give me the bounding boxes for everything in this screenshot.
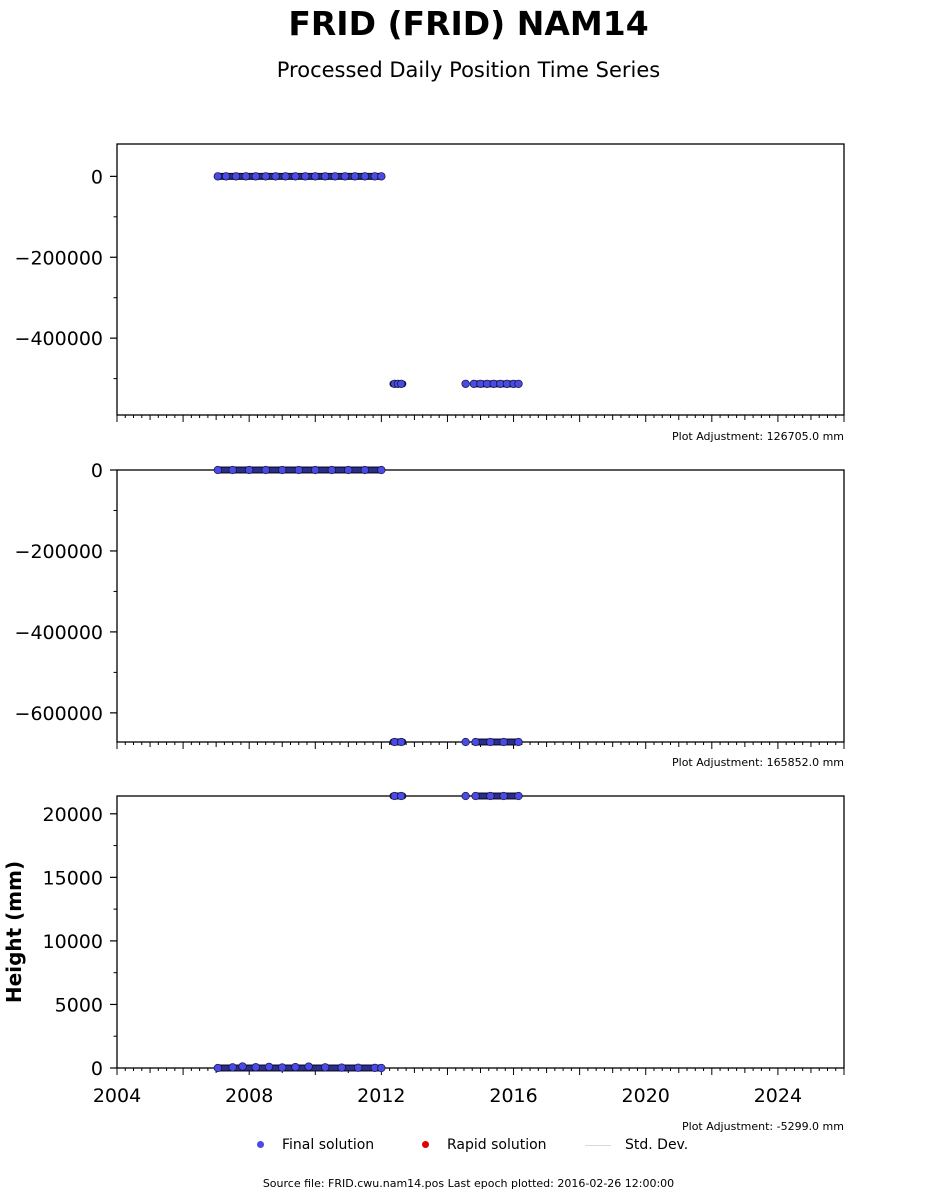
- legend-label-rapid: Rapid solution: [447, 1137, 547, 1153]
- panel-3-y-axis-title: Height (mm): [2, 861, 26, 1003]
- panel-3-y-tick-label: 20000: [43, 804, 103, 826]
- panel-1-y-tick-label: 0: [91, 166, 103, 188]
- std-dev-line-icon: [585, 1144, 611, 1146]
- legend-item-rapid: Rapid solution: [422, 1137, 547, 1153]
- panel-2-data-point: [311, 465, 320, 475]
- panel-3-x-tick-label: 2024: [754, 1085, 802, 1107]
- legend: Final solution Rapid solution Std. Dev.: [0, 1137, 937, 1159]
- panel-1-data-point: [271, 172, 280, 181]
- panel-2-data-point: [278, 465, 287, 475]
- panel-2-data-point: [245, 465, 254, 475]
- panel-3-x-tick-label: 2012: [357, 1085, 405, 1107]
- panel-2-data-point: [213, 465, 222, 475]
- chart-title: FRID (FRID) NAM14: [288, 4, 649, 43]
- panel-3-plot-adjustment: Plot Adjustment: -5299.0 mm: [682, 1120, 844, 1133]
- panel-2-data-point: [377, 465, 386, 475]
- panel-3-data-point: [354, 1063, 363, 1072]
- panel-1-data-point: [251, 172, 260, 181]
- panel-2-data-point: [486, 737, 495, 747]
- panel-2-data-point: [499, 737, 508, 747]
- legend-item-stddev: Std. Dev.: [585, 1137, 688, 1153]
- panel-1-data-point: [461, 379, 470, 389]
- panel-3-y-tick-label: 0: [91, 1058, 103, 1080]
- rapid-solution-marker-icon: [422, 1140, 429, 1148]
- panel-2-data-point: [360, 465, 369, 475]
- panel-3-y-tick-label: 10000: [43, 931, 103, 953]
- panel-2-y-tick-label: −400000: [15, 622, 103, 644]
- panel-1-data-point: [321, 172, 330, 181]
- panel-1-data-point: [281, 172, 290, 181]
- panel-3-data-point: [213, 1063, 222, 1073]
- panel-2-y-tick-label: 0: [91, 460, 103, 482]
- panel-2-data-point: [397, 737, 406, 747]
- panel-1-data-point: [377, 172, 386, 181]
- panel-3-data-point: [337, 1063, 346, 1072]
- panel-3-data-point: [486, 791, 495, 801]
- panel-3-data-point: [304, 1062, 313, 1071]
- panel-3-data-point: [461, 791, 470, 801]
- legend-label-stddev: Std. Dev.: [625, 1137, 689, 1153]
- panel-1-data-point: [350, 172, 360, 181]
- panel-3-data-point: [321, 1063, 330, 1072]
- panel-3-x-tick-label: 2008: [225, 1085, 273, 1107]
- panel-1-data-point: [514, 379, 523, 389]
- panel-2-frame: [116, 469, 845, 743]
- panel-1-data-point: [360, 172, 369, 181]
- panel-3-y-tick-label: 15000: [43, 867, 103, 889]
- panel-3-y-tick-label: 5000: [55, 994, 103, 1016]
- panel-3-x-tick-label: 2016: [489, 1085, 537, 1107]
- panel-3-x-tick-label: 2020: [622, 1085, 670, 1107]
- panel-1-data-point: [221, 172, 231, 181]
- panel-1-data-point: [241, 172, 251, 181]
- panel-1-y-tick-label: −200000: [15, 247, 103, 269]
- panel-1-data-point: [397, 379, 406, 389]
- panel-3-data-point: [278, 1063, 287, 1072]
- panel-3-data-point: [397, 791, 406, 801]
- panel-3-data-point: [499, 791, 508, 801]
- panel-2-data-point: [514, 737, 523, 747]
- final-solution-marker-icon: [257, 1140, 264, 1148]
- panel-1-data-point: [330, 172, 340, 181]
- panel-1-data-point: [340, 172, 350, 181]
- panel-3-data-point: [291, 1062, 300, 1072]
- panel-1-frame: [116, 143, 845, 416]
- panel-3-data-point: [228, 1063, 237, 1072]
- panel-1-y-tick-label: −400000: [15, 328, 103, 350]
- panel-2-data-point: [294, 465, 303, 475]
- source-footer: Source file: FRID.cwu.nam14.pos Last epo…: [262, 1177, 675, 1190]
- legend-item-final: Final solution: [257, 1137, 374, 1153]
- panel-2-y-tick-label: −600000: [15, 703, 103, 725]
- panel-2-data-point: [261, 465, 270, 475]
- panel-2-y-tick-label: −200000: [15, 541, 103, 563]
- legend-label-final: Final solution: [282, 1137, 375, 1153]
- panel-1-data-point: [213, 172, 222, 181]
- panel-3-data-point: [251, 1063, 260, 1072]
- panel-2-data-point: [344, 465, 353, 475]
- panel-2-data-point: [471, 737, 480, 747]
- panel-3-data-point: [264, 1062, 274, 1072]
- panel-2-data-point: [327, 465, 336, 475]
- panel-2-data-point: [228, 465, 237, 475]
- panel-1-data-point: [261, 172, 270, 181]
- panel-3-data-point: [238, 1062, 247, 1071]
- chart-subtitle: Processed Daily Position Time Series: [276, 58, 661, 82]
- panel-3-x-tick-label: 2004: [93, 1085, 141, 1107]
- panel-1-data-point: [291, 172, 300, 181]
- panel-3-frame: [116, 795, 845, 1069]
- panel-3-data-point: [514, 791, 523, 801]
- panel-3-data-point: [377, 1063, 386, 1073]
- panel-1-data-point: [301, 172, 310, 181]
- panel-3-data-point: [471, 791, 480, 801]
- panel-1-data-point: [231, 172, 241, 181]
- panel-2-data-point: [461, 737, 470, 747]
- panel-2-plot-adjustment: Plot Adjustment: 165852.0 mm: [672, 756, 844, 769]
- panel-1-data-point: [311, 172, 320, 181]
- panel-1-plot-adjustment: Plot Adjustment: 126705.0 mm: [672, 430, 844, 443]
